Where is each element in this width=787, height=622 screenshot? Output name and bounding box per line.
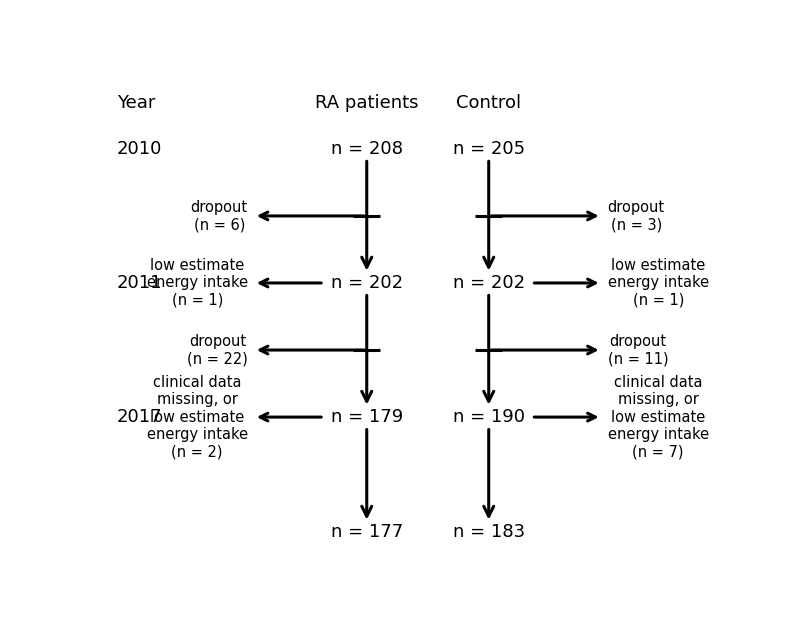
Text: n = 183: n = 183 <box>453 523 525 541</box>
Text: low estimate
energy intake
(n = 1): low estimate energy intake (n = 1) <box>608 258 709 308</box>
Text: Control: Control <box>456 94 521 112</box>
Text: clinical data
missing, or
low estimate
energy intake
(n = 7): clinical data missing, or low estimate e… <box>608 375 709 460</box>
Text: n = 208: n = 208 <box>331 140 403 158</box>
Text: dropout
(n = 22): dropout (n = 22) <box>187 334 248 366</box>
Text: n = 177: n = 177 <box>331 523 403 541</box>
Text: dropout
(n = 11): dropout (n = 11) <box>608 334 668 366</box>
Text: n = 202: n = 202 <box>331 274 403 292</box>
Text: dropout
(n = 6): dropout (n = 6) <box>190 200 248 232</box>
Text: low estimate
energy intake
(n = 1): low estimate energy intake (n = 1) <box>146 258 248 308</box>
Text: dropout
(n = 3): dropout (n = 3) <box>608 200 665 232</box>
Text: 2017: 2017 <box>116 408 162 426</box>
Text: Year: Year <box>116 94 155 112</box>
Text: 2010: 2010 <box>116 140 162 158</box>
Text: n = 190: n = 190 <box>453 408 525 426</box>
Text: RA patients: RA patients <box>315 94 419 112</box>
Text: 2011: 2011 <box>116 274 162 292</box>
Text: n = 205: n = 205 <box>453 140 525 158</box>
Text: n = 202: n = 202 <box>453 274 525 292</box>
Text: clinical data
missing, or
low estimate
energy intake
(n = 2): clinical data missing, or low estimate e… <box>146 375 248 460</box>
Text: n = 179: n = 179 <box>331 408 403 426</box>
